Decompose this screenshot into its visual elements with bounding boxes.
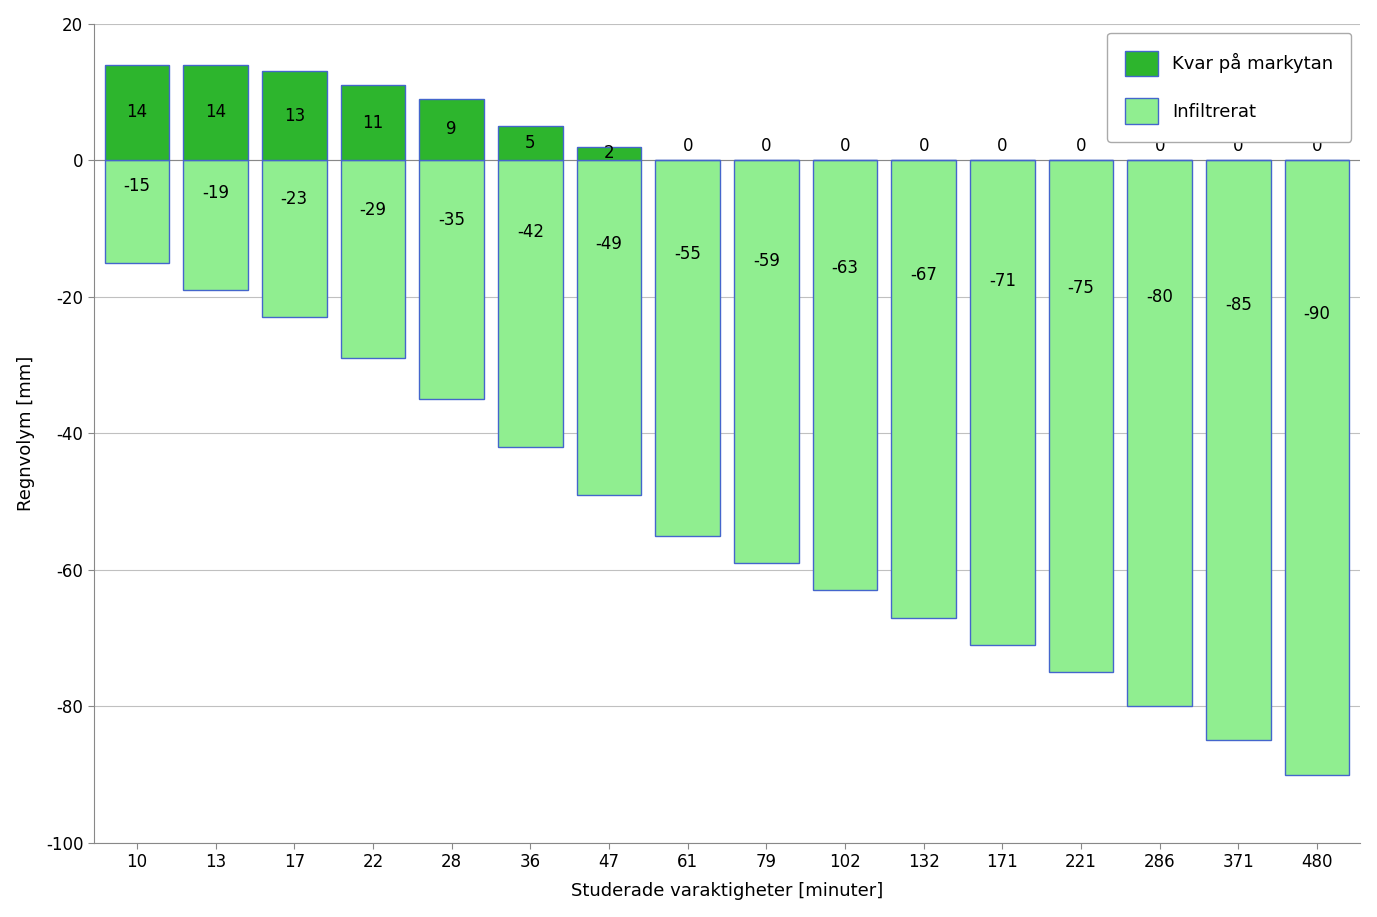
Bar — [1206, 160, 1271, 740]
Bar — [1128, 160, 1192, 706]
Text: -23: -23 — [281, 191, 308, 208]
Bar — [498, 160, 563, 447]
Legend: Kvar på markytan, Infiltrerat: Kvar på markytan, Infiltrerat — [1107, 33, 1351, 141]
Text: 14: 14 — [205, 104, 226, 121]
Bar — [1049, 160, 1113, 672]
Bar — [734, 160, 799, 563]
Text: 5: 5 — [525, 134, 536, 152]
Text: -49: -49 — [596, 235, 622, 253]
Bar — [420, 99, 483, 160]
Text: -63: -63 — [832, 259, 858, 277]
Bar — [655, 160, 720, 536]
X-axis label: Studerade varaktigheter [minuter]: Studerade varaktigheter [minuter] — [571, 882, 883, 900]
Bar — [971, 160, 1034, 645]
Text: -19: -19 — [202, 183, 229, 202]
Text: -59: -59 — [753, 252, 779, 270]
Text: 0: 0 — [918, 137, 929, 155]
Text: 0: 0 — [761, 137, 771, 155]
Text: -71: -71 — [989, 272, 1016, 291]
Text: 14: 14 — [127, 104, 147, 121]
Bar — [891, 160, 956, 617]
Text: 11: 11 — [362, 114, 384, 132]
Bar — [262, 72, 326, 160]
Text: 13: 13 — [284, 106, 304, 125]
Text: 0: 0 — [997, 137, 1008, 155]
Text: -90: -90 — [1304, 304, 1330, 323]
Bar — [812, 160, 877, 591]
Y-axis label: Regnvolym [mm]: Regnvolym [mm] — [17, 356, 34, 511]
Bar — [577, 147, 642, 160]
Bar — [498, 126, 563, 160]
Text: 0: 0 — [1154, 137, 1165, 155]
Text: 0: 0 — [840, 137, 850, 155]
Text: 0: 0 — [1234, 137, 1243, 155]
Bar — [340, 160, 405, 359]
Bar — [183, 64, 248, 160]
Text: -55: -55 — [675, 245, 701, 263]
Bar — [577, 160, 642, 494]
Text: 0: 0 — [683, 137, 693, 155]
Text: 9: 9 — [446, 120, 457, 138]
Bar — [105, 64, 169, 160]
Text: -80: -80 — [1146, 288, 1173, 305]
Text: 2: 2 — [603, 144, 614, 162]
Text: 0: 0 — [1075, 137, 1086, 155]
Text: -42: -42 — [516, 223, 544, 241]
Bar — [340, 85, 405, 160]
Text: -15: -15 — [124, 177, 150, 194]
Text: -35: -35 — [438, 211, 465, 229]
Text: -85: -85 — [1226, 296, 1252, 315]
Bar — [183, 160, 248, 290]
Bar — [420, 160, 483, 399]
Text: -75: -75 — [1067, 279, 1095, 297]
Bar — [262, 160, 326, 317]
Text: -29: -29 — [359, 201, 387, 218]
Bar — [105, 160, 169, 262]
Text: -67: -67 — [910, 266, 938, 283]
Bar — [1285, 160, 1349, 775]
Text: 0: 0 — [1312, 137, 1322, 155]
